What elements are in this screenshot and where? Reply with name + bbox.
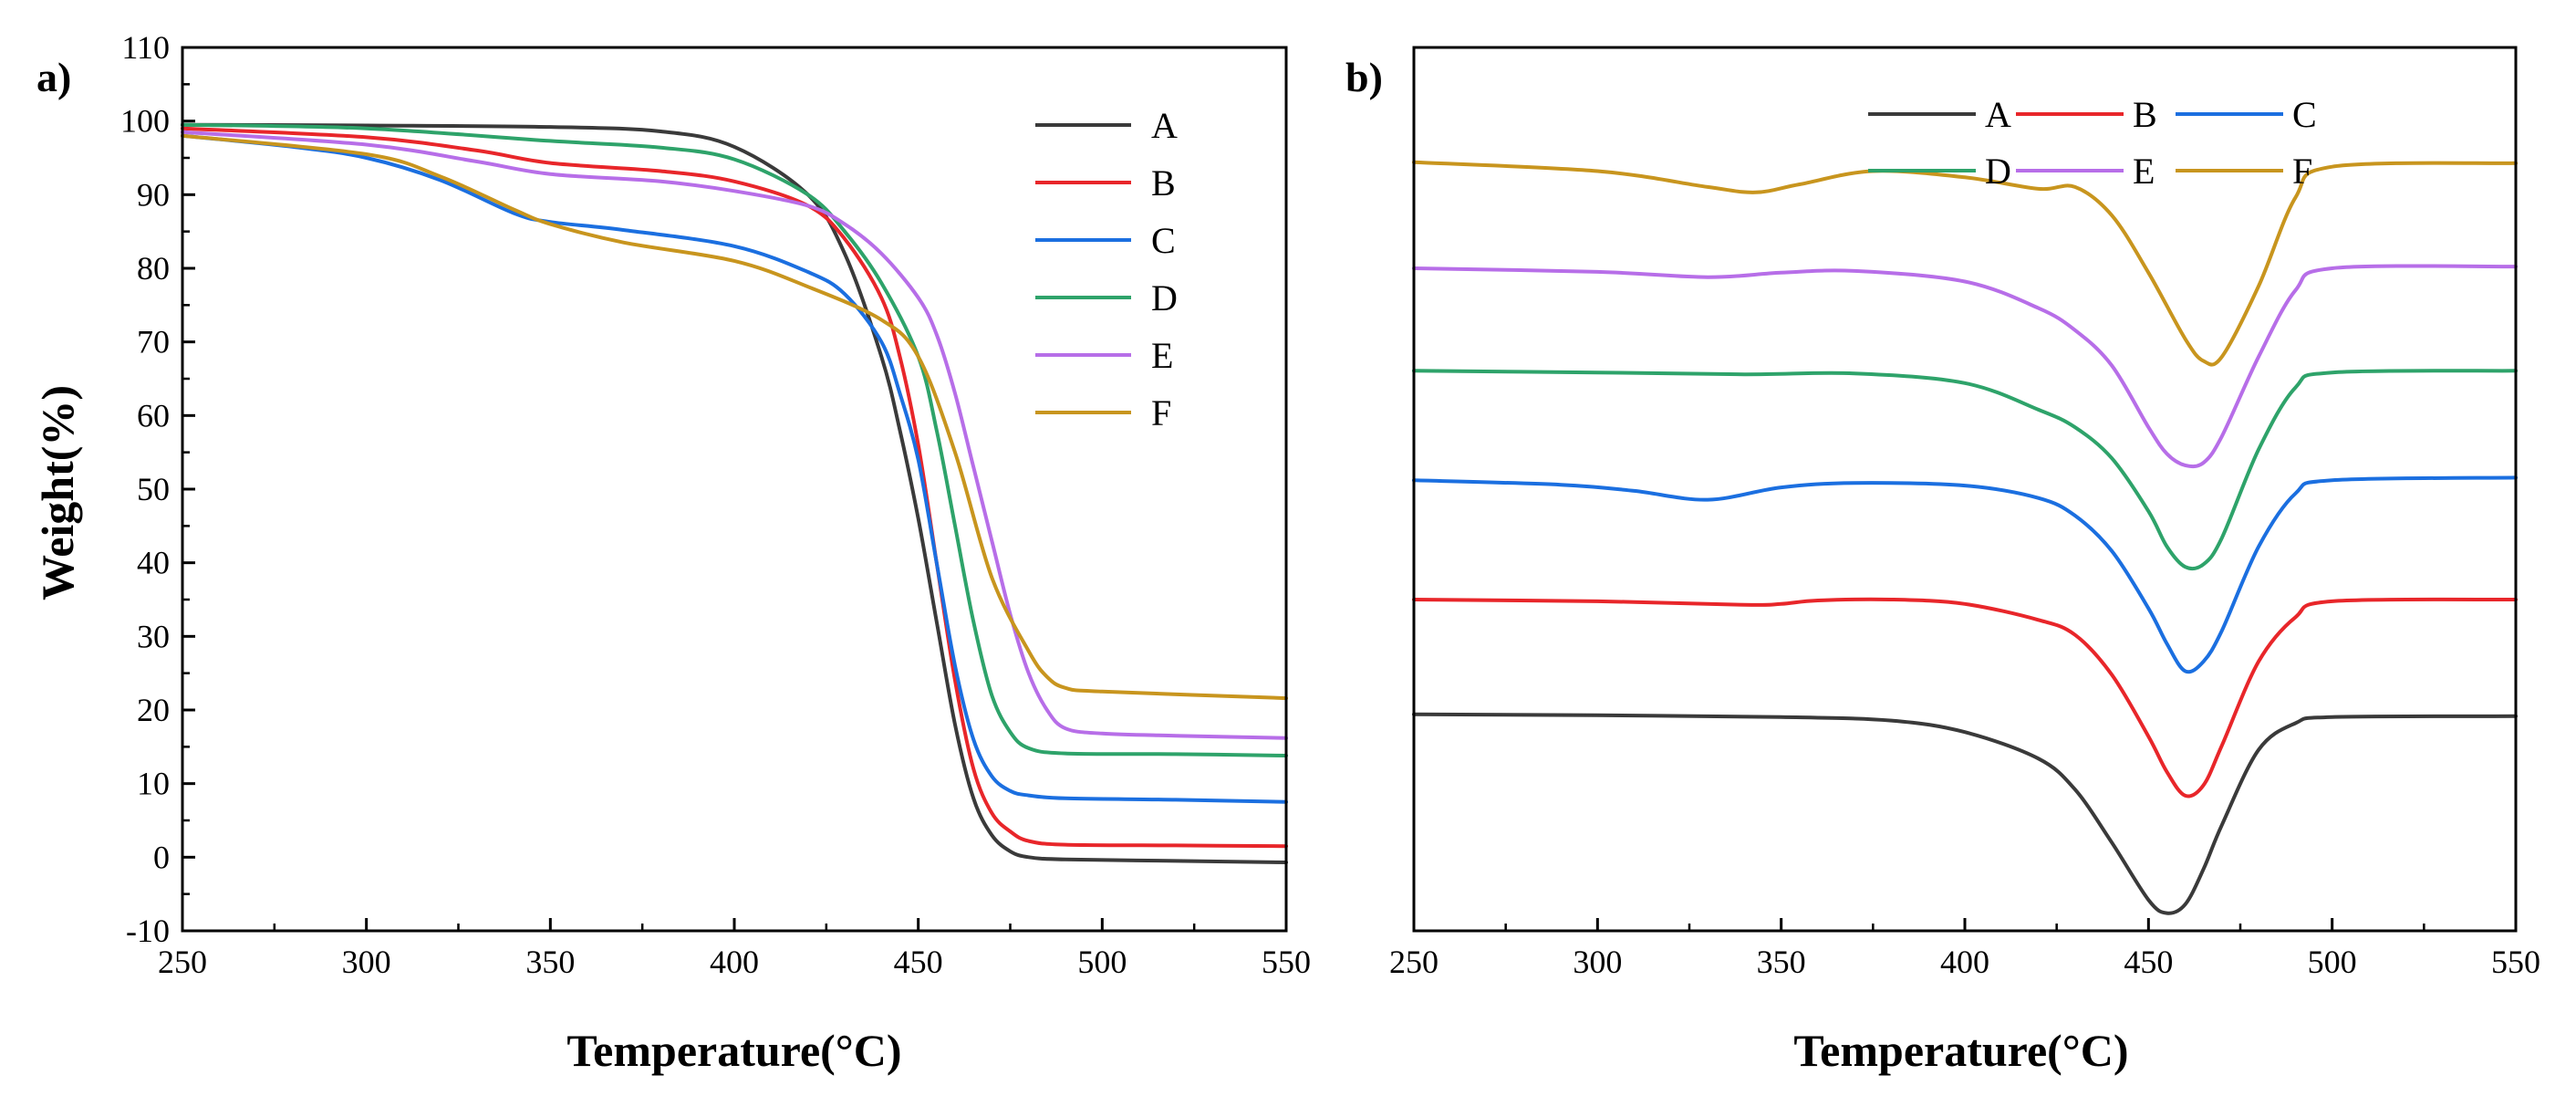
panel-a-y-tick-label: 30: [137, 618, 170, 654]
panel-b-axes: 250 300 350 400 450 500 550: [1389, 46, 2540, 980]
panel-a-x-tick-label: 500: [1077, 944, 1127, 980]
panel-a-y-axis-title: Weight(%): [32, 385, 83, 600]
panel-a-x-tick-label: 350: [525, 944, 575, 980]
panel-a-legend-label-d: D: [1151, 277, 1178, 318]
panel-a-series-line-c: [181, 133, 1288, 804]
panel-b-x-tick-label: 400: [1940, 944, 1989, 980]
panel-a-legend-label-e: E: [1151, 335, 1173, 376]
panel-b-x-tick-label: 550: [2491, 944, 2540, 980]
panel-b: b) 250 300 350 400 450 500 550 A B C D E F Temperat…: [1345, 46, 2540, 1076]
panel-a-y-tick-label: 50: [137, 471, 170, 507]
panel-b-x-tick-label: 300: [1573, 944, 1622, 980]
panel-a-y-tick-label: 100: [120, 103, 170, 140]
panel-a-label: a): [36, 54, 71, 100]
panel-b-legend-label-f: F: [2292, 151, 2312, 192]
panel-a-y-tick-label: 40: [137, 545, 170, 581]
panel-a-series-line-a: [181, 122, 1288, 864]
panel-a-series-line-e: [181, 130, 1288, 740]
panel-a: a) 250 300 350 400 450 500 550 -10 0 10 20 30 40 50 60…: [32, 29, 1311, 1076]
panel-a-x-tick-label: 400: [710, 944, 759, 980]
panel-b-x-axis-title: Temperature(°C): [1793, 1025, 2128, 1076]
panel-b-legend-label-b: B: [2133, 94, 2157, 135]
panel-a-y-tick-label: 10: [137, 766, 170, 802]
panel-a-y-tick-label: 60: [137, 397, 170, 433]
panel-a-legend-label-c: C: [1151, 220, 1176, 261]
panel-b-legend-label-a: A: [1985, 94, 2011, 135]
panel-b-legend: A B C D E F: [1868, 94, 2317, 192]
panel-a-y-tick-label: 90: [137, 176, 170, 213]
panel-b-series-line-c: [1412, 475, 2518, 674]
panel-a-y-tick-label: 70: [137, 324, 170, 360]
panel-a-y-tick-label: 20: [137, 692, 170, 728]
panel-a-x-axis-title: Temperature(°C): [566, 1025, 901, 1076]
panel-a-plot-area: [181, 122, 1288, 864]
panel-b-plot-area: [1412, 160, 2518, 915]
panel-a-y-tick-label: -10: [126, 913, 170, 949]
panel-b-series-line-f: [1412, 160, 2518, 367]
panel-a-x-tick-label: 300: [342, 944, 391, 980]
panel-b-series-line-e: [1412, 264, 2518, 469]
panel-a-y-tick-label: 80: [137, 250, 170, 287]
panel-a-y-tick-label: 0: [153, 839, 170, 875]
panel-a-legend-label-a: A: [1151, 105, 1178, 146]
panel-a-x-tick-label: 450: [894, 944, 943, 980]
panel-b-series-line-b: [1412, 597, 2518, 799]
panel-a-legend-label-f: F: [1151, 392, 1171, 433]
panel-b-x-tick-label: 250: [1389, 944, 1439, 980]
panel-a-y-tick-label: 110: [121, 29, 170, 66]
panel-a-series-line-f: [181, 133, 1288, 701]
panel-b-legend-label-d: D: [1985, 151, 2011, 192]
panel-b-x-tick-label: 450: [2124, 944, 2173, 980]
panel-b-legend-label-c: C: [2292, 94, 2317, 135]
panel-a-legend-label-b: B: [1151, 162, 1176, 204]
panel-a-x-tick-label: 550: [1262, 944, 1311, 980]
panel-b-legend-label-e: E: [2133, 151, 2155, 192]
panel-b-series-line-d: [1412, 369, 2518, 571]
panel-b-x-tick-label: 350: [1757, 944, 1806, 980]
panel-b-series-line-a: [1412, 712, 2518, 915]
panel-b-x-tick-label: 500: [2308, 944, 2357, 980]
panel-a-x-tick-label: 250: [158, 944, 207, 980]
panel-a-axes: 250 300 350 400 450 500 550 -10 0 10 20 30 40 50 60 70 8…: [120, 29, 1311, 980]
panel-b-label: b): [1345, 54, 1383, 100]
panel-a-series-line-b: [181, 126, 1288, 849]
